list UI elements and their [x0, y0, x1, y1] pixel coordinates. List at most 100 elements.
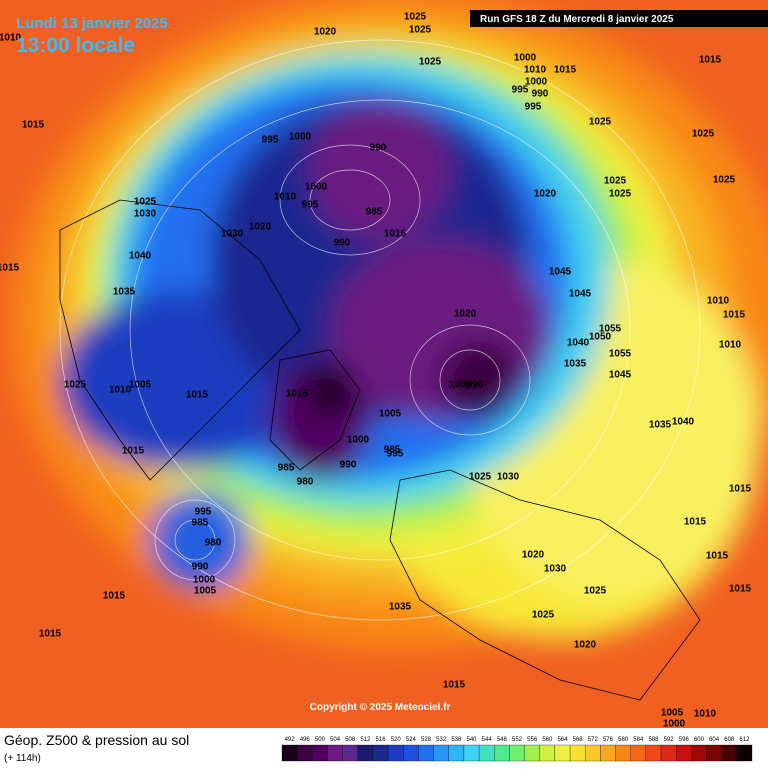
- scale-label: 584: [633, 737, 644, 743]
- date: Lundi 13 janvier 2025: [16, 15, 168, 32]
- isobar-label: 1025: [609, 189, 632, 200]
- isobar-label: 985: [192, 518, 209, 529]
- isobar-label: 1000: [305, 182, 328, 193]
- scale-swatch: [539, 744, 556, 762]
- scale-label: 508: [345, 737, 356, 743]
- isobar-label: 1035: [649, 420, 672, 431]
- isobar-label: 1015: [122, 446, 145, 457]
- scale-swatch: [509, 744, 525, 762]
- isobar-label: 1040: [129, 251, 152, 262]
- isobar-label: 1000: [289, 132, 312, 143]
- isobar-label: 990: [532, 89, 549, 100]
- scale-swatch: [357, 744, 374, 762]
- footer-lead: (+ 114h): [4, 753, 41, 764]
- isobar-label: 995: [195, 507, 212, 518]
- isobar-label: 990: [467, 380, 484, 391]
- scale-swatch: [281, 744, 298, 762]
- isobar-label: 1015: [554, 65, 577, 76]
- isobar-label: 1015: [729, 484, 752, 495]
- isobar-label: 985: [366, 207, 383, 218]
- isobar-label: 1045: [609, 370, 632, 381]
- scale-label: 552: [512, 737, 523, 743]
- isobar-label: 1015: [22, 120, 45, 131]
- isobar-label: 995: [387, 449, 404, 460]
- isobar-label: 1025: [64, 380, 87, 391]
- isobar-label: 1020: [534, 189, 557, 200]
- isobar-label: 1055: [609, 349, 632, 360]
- scale-swatch: [478, 744, 495, 762]
- isobar-label: 1030: [544, 564, 567, 575]
- scale-label: 520: [391, 737, 402, 743]
- scale-swatch: [312, 744, 328, 762]
- scale-swatch: [600, 744, 616, 762]
- isobar-label: 1015: [186, 390, 209, 401]
- isobar-label: 995: [512, 85, 529, 96]
- isobar-label: 1015: [103, 591, 126, 602]
- isobar-label: 995: [525, 102, 542, 113]
- isobar-labels: 1010 1015 1015 1020 1025 1025 1025 1000 1010 1015…: [0, 12, 752, 730]
- scale-label: 588: [648, 737, 659, 743]
- isobar-label: 1050: [589, 332, 612, 343]
- isobar-label: 1045: [569, 289, 592, 300]
- scale-label: 572: [588, 737, 599, 743]
- scale-label: 600: [694, 737, 705, 743]
- isobar-label: 1015: [286, 389, 309, 400]
- isobar-label: 1015: [723, 310, 746, 321]
- isobar-label: 1005: [194, 586, 217, 597]
- scale-swatch: [327, 744, 343, 762]
- isobar-label: 985: [384, 445, 401, 456]
- isobar-label: 1010: [274, 192, 297, 203]
- scale-swatch: [706, 744, 722, 762]
- scale-label: 516: [376, 737, 387, 743]
- scale-swatch: [660, 744, 677, 762]
- isobar-label: 1000: [663, 719, 686, 730]
- isobar-label: 1025: [692, 129, 715, 140]
- copyright: Copyright © 2025 Meteociel.fr: [310, 702, 451, 713]
- time: 13:00 locale: [16, 34, 135, 57]
- scale-label: 496: [300, 737, 311, 743]
- scale-swatch: [297, 744, 313, 762]
- scale-label: 536: [451, 737, 462, 743]
- scale-label: 596: [679, 737, 690, 743]
- scale-label: 560: [542, 737, 553, 743]
- scale-label: 524: [406, 737, 417, 743]
- scale-swatch: [433, 744, 449, 762]
- isobar-label: 1025: [419, 57, 442, 68]
- scale-swatch: [372, 744, 389, 762]
- run-box: [470, 10, 768, 27]
- scale-swatch: [691, 744, 707, 762]
- isobar-label: 1025: [409, 25, 432, 36]
- isobar-label: 1040: [567, 338, 590, 349]
- isobar-label: 1025: [604, 176, 627, 187]
- scale-swatch: [736, 744, 753, 762]
- isobar-label: 1010: [707, 296, 730, 307]
- map: [0, 0, 768, 728]
- scale-label: 532: [436, 737, 447, 743]
- scale-label: 556: [527, 737, 538, 743]
- scale-swatch: [342, 744, 358, 762]
- scale-swatch: [721, 744, 737, 762]
- isobar-label: 990: [370, 143, 387, 154]
- scale-swatch: [615, 744, 631, 762]
- scale-label: 528: [421, 737, 432, 743]
- isobar-label: 985: [278, 463, 295, 474]
- scale-label: 612: [739, 737, 750, 743]
- scale-label: 608: [724, 737, 735, 743]
- isobar-label: 1000: [193, 575, 216, 586]
- isobar-label: 1020: [574, 640, 597, 651]
- isobar-label: 1015: [729, 584, 752, 595]
- isobar-label: 1010: [0, 33, 22, 44]
- scale-label: 576: [603, 737, 614, 743]
- scale-label: 548: [497, 737, 508, 743]
- isobar-label: 1025: [713, 175, 736, 186]
- isobar-label: 1025: [532, 610, 555, 621]
- isobar-label: 1015: [384, 229, 407, 240]
- scale-label: 492: [285, 737, 296, 743]
- scale-label: 544: [482, 737, 493, 743]
- scale-swatch: [569, 744, 586, 762]
- run: Run GFS 18 Z du Mercredi 8 janvier 2025: [480, 14, 674, 25]
- isobar-label: 1020: [314, 27, 337, 38]
- isobar-label: 1010: [694, 709, 717, 720]
- scale-swatch: [585, 744, 601, 762]
